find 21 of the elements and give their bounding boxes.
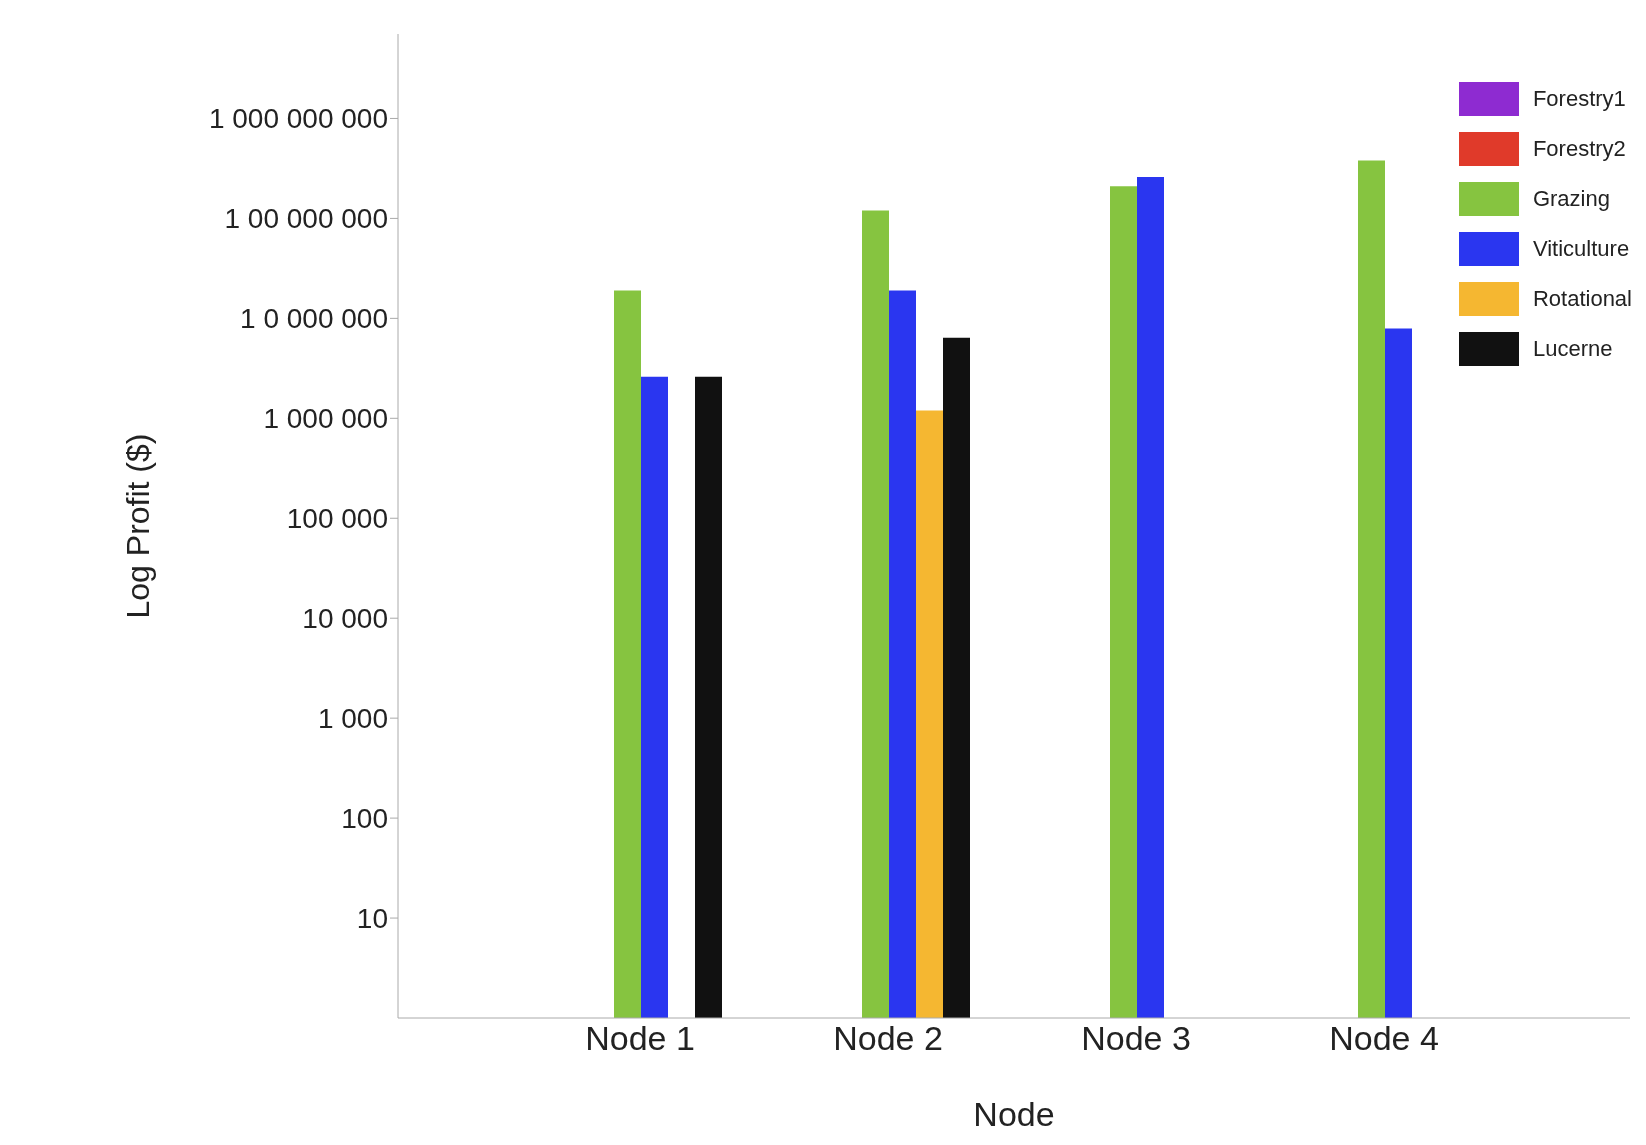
y-tick-label: 10 [356,902,388,934]
legend-label: Viticulture [1532,236,1630,262]
y-tick-label: 1 0 000 000 [240,303,388,335]
legend-label: Forestry2 [1532,136,1626,162]
y-tick-label: 100 000 [286,503,388,535]
y-tick-label: 1 000 000 000 [208,103,388,135]
legend-label: Rotational [1532,286,1632,312]
y-tick-label: 1 00 000 000 [224,203,388,235]
x-axis-title: Node [973,1095,1055,1133]
x-tick-label: Node 2 [833,1019,943,1058]
y-tick-label: 10 000 [302,603,388,635]
x-tick-label: Node 3 [1081,1019,1191,1058]
x-tick-label: Node 1 [585,1019,695,1058]
y-tick-label: 1 000 [317,703,388,735]
legend-label: Lucerne [1532,336,1613,362]
legend-label: Forestry1 [1532,86,1626,112]
y-tick-label: 1 000 000 [263,403,388,435]
y-axis-title: Log Profit ($) [120,433,157,619]
y-tick-label: 100 [341,803,388,835]
legend-label: Grazing [1532,186,1610,212]
x-tick-label: Node 4 [1329,1019,1439,1058]
